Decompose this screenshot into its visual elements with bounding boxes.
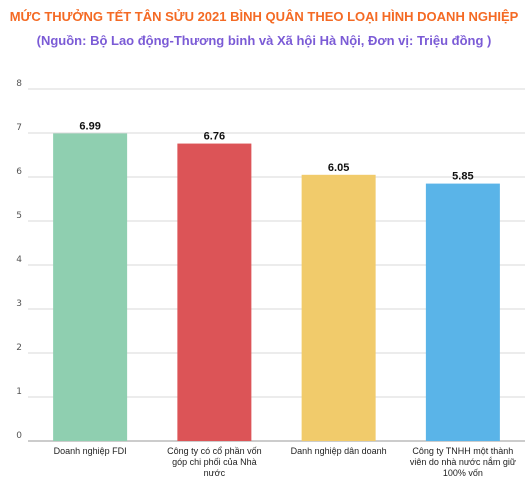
y-tick-label: 7 [16, 123, 22, 133]
x-tick-label: nước [204, 468, 226, 478]
x-tick-label: 100% vốn [443, 468, 483, 478]
y-tick-label: 6 [16, 167, 22, 177]
data-label: 6.76 [204, 131, 225, 143]
y-tick-label: 1 [16, 387, 22, 397]
bar [53, 133, 128, 441]
bar [177, 143, 252, 441]
chart-title: MỨC THƯỞNG TẾT TÂN SỬU 2021 BÌNH QUÂN TH… [9, 9, 519, 24]
x-tick-label: Danh nghiệp dân doanh [291, 446, 387, 456]
bar [301, 174, 376, 442]
y-tick-label: 2 [16, 343, 22, 353]
y-tick-label: 4 [16, 255, 22, 265]
data-label: 6.99 [79, 120, 100, 132]
y-tick-label: 8 [16, 79, 22, 89]
x-tick-label: Công ty TNHH một thành [412, 446, 513, 456]
y-tick-label: 0 [16, 431, 22, 441]
y-tick-label: 5 [16, 211, 22, 221]
x-tick-label: Công ty có cổ phần vốn [167, 446, 262, 456]
x-tick-label: viên do nhà nước nắm giữ [410, 457, 516, 467]
x-tick-label: Doanh nghiệp FDI [54, 446, 127, 456]
data-label: 6.05 [328, 162, 349, 174]
data-label: 5.85 [452, 171, 473, 183]
x-tick-label: góp chi phối của Nhà [172, 457, 257, 467]
bar [425, 183, 500, 441]
y-tick-label: 3 [16, 299, 22, 309]
chart-subtitle: (Nguồn: Bộ Lao động-Thương binh và Xã hộ… [36, 33, 492, 48]
